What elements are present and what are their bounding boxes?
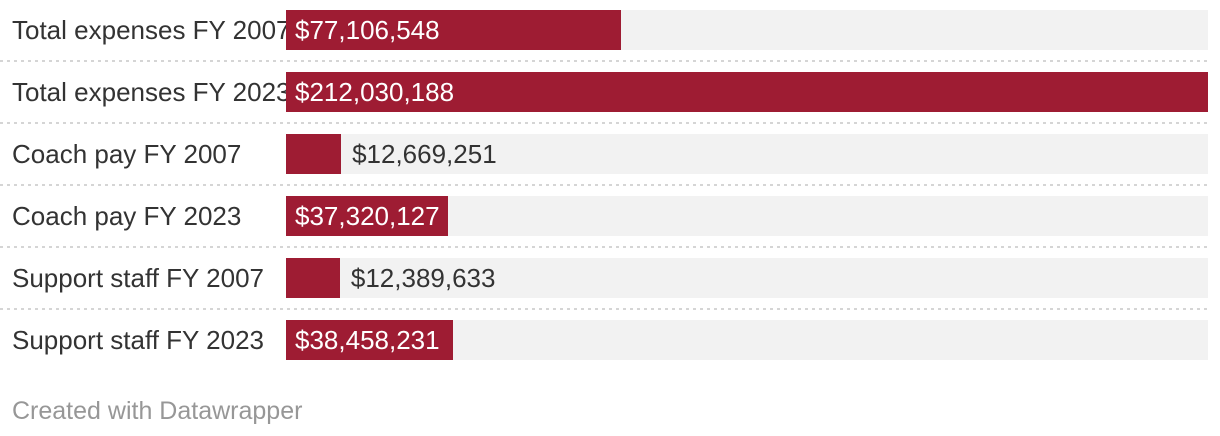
bar-row: Support staff FY 2023 $38,458,231 <box>0 310 1220 372</box>
bar-track: $38,458,231 <box>286 320 1208 360</box>
bar-row: Coach pay FY 2023 $37,320,127 <box>0 186 1220 248</box>
value-label: $38,458,231 <box>295 325 440 355</box>
category-label: Support staff FY 2023 <box>12 325 264 355</box>
row-separator <box>0 308 1208 310</box>
value-label: $212,030,188 <box>295 77 455 107</box>
value-label: $12,389,633 <box>350 263 496 293</box>
chart-footer: Created with Datawrapper <box>12 396 302 426</box>
row-separator <box>0 184 1208 186</box>
category-label: Coach pay FY 2007 <box>12 139 242 169</box>
category-label: Total expenses FY 2007 <box>12 15 291 45</box>
value-label: $12,669,251 <box>352 139 497 169</box>
bar-track: $12,669,251 <box>286 134 1208 174</box>
bar-row: Coach pay FY 2007 $12,669,251 <box>0 124 1220 186</box>
bar <box>286 258 340 298</box>
datawrapper-credit[interactable]: Created with Datawrapper <box>12 397 303 425</box>
category-label: Total expenses FY 2023 <box>12 77 291 107</box>
bar <box>286 320 454 360</box>
row-separator <box>0 246 1208 248</box>
bar <box>286 196 449 236</box>
bar-track: $37,320,127 <box>286 196 1208 236</box>
category-label: Coach pay FY 2023 <box>12 201 242 231</box>
value-label: $77,106,548 <box>295 15 440 45</box>
row-separator <box>0 60 1208 62</box>
chart-rows: Total expenses FY 2007 $77,106,548 Total… <box>0 0 1220 372</box>
bar <box>286 10 622 50</box>
bar-track: $12,389,633 <box>286 258 1208 298</box>
bar-track: $77,106,548 <box>286 10 1208 50</box>
bar <box>286 134 342 174</box>
row-separator <box>0 122 1208 124</box>
bar <box>286 72 1208 112</box>
bar-row: Total expenses FY 2023 $212,030,188 <box>0 62 1220 124</box>
category-label: Support staff FY 2007 <box>12 263 264 293</box>
bar-row: Total expenses FY 2007 $77,106,548 <box>0 0 1220 62</box>
value-label: $37,320,127 <box>295 201 440 231</box>
bar-track: $212,030,188 <box>286 72 1208 112</box>
bar-row: Support staff FY 2007 $12,389,633 <box>0 248 1220 310</box>
